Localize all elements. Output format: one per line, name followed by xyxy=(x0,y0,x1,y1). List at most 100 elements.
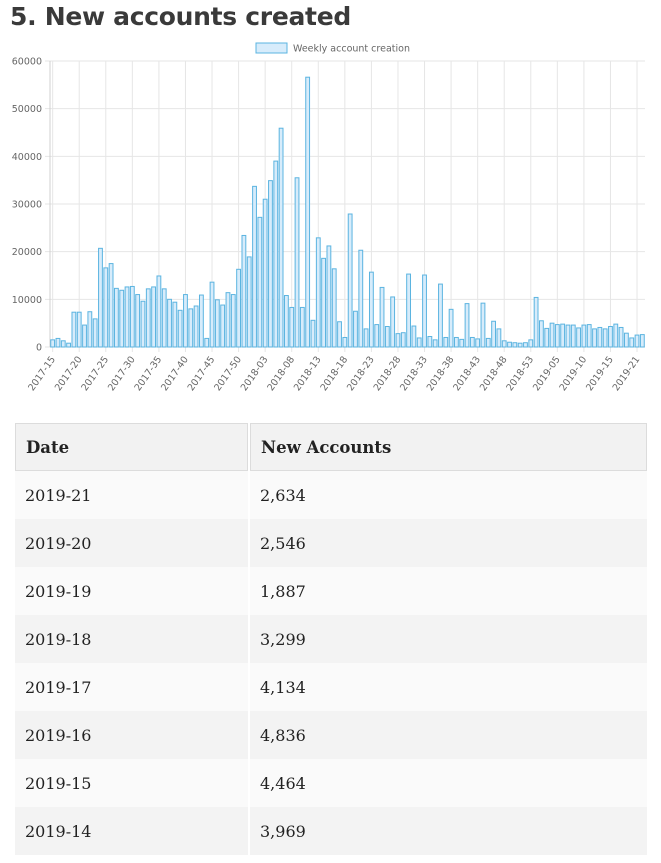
bar xyxy=(161,288,167,348)
x-axis: 2017-152017-202017-252017-302017-352017-… xyxy=(26,354,642,391)
bar xyxy=(549,322,555,348)
bar xyxy=(512,342,518,348)
bar xyxy=(390,296,396,348)
date-cell: 2019-21 xyxy=(15,471,248,519)
date-cell: 2019-17 xyxy=(15,663,248,711)
y-tick-label: 20000 xyxy=(12,247,42,258)
y-tick-label: 0 xyxy=(36,343,42,354)
bar xyxy=(108,263,114,348)
bar xyxy=(230,294,236,348)
bar xyxy=(565,324,571,348)
bar xyxy=(491,320,496,348)
date-cell: 2019-20 xyxy=(15,519,248,567)
date-cell: 2019-14 xyxy=(15,807,248,855)
bar xyxy=(305,76,311,348)
bar xyxy=(135,294,141,348)
bar xyxy=(533,296,539,348)
date-cell: 2019-16 xyxy=(15,711,248,759)
bar xyxy=(576,327,581,348)
bar xyxy=(252,185,257,348)
bar xyxy=(119,289,125,348)
bar xyxy=(60,340,66,348)
bar xyxy=(427,336,433,348)
bar xyxy=(623,332,629,348)
bar xyxy=(432,339,438,348)
table-row: 2019-20 2,546 xyxy=(15,519,647,567)
bar xyxy=(517,342,523,348)
bar xyxy=(214,299,220,348)
y-axis: 0 10000 20000 30000 40000 50000 60000 xyxy=(12,57,42,354)
table-row: 2019-15 4,464 xyxy=(15,759,647,807)
accounts-cell: 4,134 xyxy=(250,663,647,711)
bar xyxy=(448,308,454,348)
bar xyxy=(113,287,119,348)
bar xyxy=(475,338,481,348)
legend-swatch xyxy=(255,42,288,54)
bar xyxy=(586,324,592,348)
bar xyxy=(198,294,204,348)
bar xyxy=(608,326,613,348)
x-tick-label: 2019-21 xyxy=(611,354,643,391)
bar xyxy=(554,324,560,348)
bar xyxy=(337,321,342,348)
bar xyxy=(501,340,507,348)
bar xyxy=(299,306,305,348)
table-row: 2019-19 1,887 xyxy=(15,567,647,615)
bar xyxy=(602,328,608,348)
bar xyxy=(326,245,332,348)
table-row: 2019-18 3,299 xyxy=(15,615,647,663)
y-tick-label: 10000 xyxy=(12,295,42,306)
y-tick-label: 50000 xyxy=(12,104,42,115)
table-header-row: Date New Accounts xyxy=(15,423,647,471)
bar xyxy=(156,275,162,348)
bar xyxy=(209,281,215,348)
bar xyxy=(368,271,374,348)
bar xyxy=(358,249,364,348)
bar xyxy=(400,332,406,348)
accounts-cell: 4,464 xyxy=(250,759,647,807)
bar xyxy=(411,325,417,348)
bar xyxy=(395,333,401,348)
bar xyxy=(183,294,188,348)
bar xyxy=(262,198,268,348)
bar xyxy=(50,339,56,348)
bar xyxy=(406,273,411,348)
new-accounts-column-header: New Accounts xyxy=(250,423,647,471)
bar xyxy=(204,337,210,348)
bar xyxy=(193,305,199,348)
chart-grid xyxy=(45,60,645,352)
bar xyxy=(592,328,597,348)
table-row: 2019-14 3,969 xyxy=(15,807,647,855)
table-row: 2019-16 4,836 xyxy=(15,711,647,759)
bar xyxy=(246,256,252,348)
bar xyxy=(87,311,93,348)
bar xyxy=(315,237,321,348)
date-cell: 2019-15 xyxy=(15,759,248,807)
bar xyxy=(384,326,390,348)
legend-label: Weekly account creation xyxy=(293,44,410,55)
bar xyxy=(177,309,183,348)
bar xyxy=(124,286,130,348)
bar xyxy=(145,288,151,348)
bar xyxy=(236,268,241,348)
bar xyxy=(353,310,358,348)
date-cell: 2019-18 xyxy=(15,615,248,663)
bar xyxy=(634,334,640,348)
bar xyxy=(310,319,316,348)
bar xyxy=(374,324,380,348)
bar xyxy=(188,308,194,348)
bar xyxy=(294,177,300,348)
bar xyxy=(544,327,550,348)
weekly-account-creation-chart: 0 10000 20000 30000 40000 50000 60000 2017-152… xyxy=(12,42,645,391)
accounts-cell: 3,969 xyxy=(250,807,647,855)
bar xyxy=(560,323,566,348)
bar xyxy=(347,213,353,348)
bar xyxy=(129,285,135,348)
accounts-cell: 4,836 xyxy=(250,711,647,759)
bar xyxy=(379,286,385,348)
accounts-cell: 1,887 xyxy=(250,567,647,615)
chart-legend: Weekly account creation xyxy=(255,42,410,55)
bar xyxy=(507,341,512,348)
bar xyxy=(523,342,528,348)
y-tick-label: 40000 xyxy=(12,152,42,163)
